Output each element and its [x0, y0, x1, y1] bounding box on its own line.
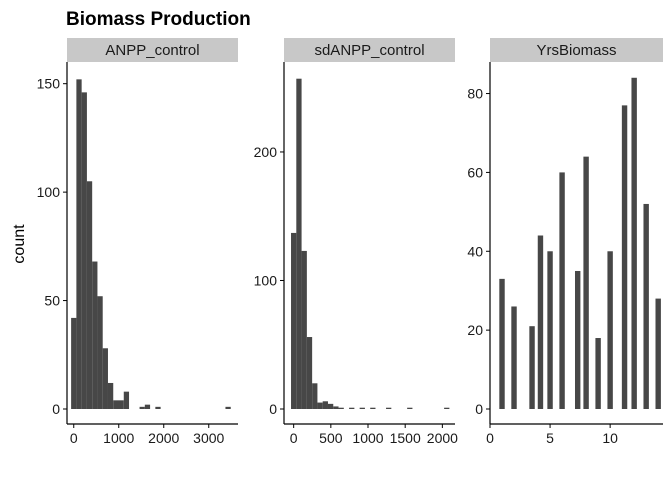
facet-strip [490, 38, 663, 62]
histogram-bar [155, 406, 161, 409]
histogram-bar [144, 404, 151, 409]
histogram-bar [97, 296, 103, 409]
y-tick-label: 0 [269, 401, 277, 417]
x-tick-label: 500 [319, 430, 343, 446]
histogram-bar [499, 278, 505, 409]
histogram-bar [76, 79, 82, 409]
facet-strip-label: YrsBiomass [536, 42, 616, 59]
y-tick-label: 200 [254, 144, 278, 160]
y-tick-label: 60 [467, 164, 483, 180]
histogram-bar [107, 382, 114, 409]
panel-YrsBiomass: YrsBiomass 0 20 40 60 80 0 5 10 [467, 38, 663, 446]
panel-ANPP_control: ANPP_control 0 50 100 150 0 1000 2000 3000 [37, 38, 238, 446]
histogram-bar [306, 337, 313, 409]
x-tick-label: 1000 [352, 430, 383, 446]
histogram-bar [529, 326, 535, 409]
histogram-bar [86, 181, 93, 409]
histogram-bar [631, 77, 637, 409]
x-tick-label: 0 [70, 430, 78, 446]
histogram-bar [291, 232, 297, 409]
x-tick-label: 1500 [390, 430, 421, 446]
histogram-bar [583, 156, 589, 409]
histogram-bar [81, 92, 87, 410]
histogram-bar [296, 78, 302, 410]
histogram-bar [338, 407, 344, 409]
histogram-bar [322, 401, 328, 409]
facet-strip [284, 38, 455, 62]
histogram-bar [607, 251, 613, 409]
histogram-bar [113, 400, 119, 409]
y-tick-label: 100 [37, 184, 61, 200]
x-tick-label: 3000 [193, 430, 224, 446]
histogram-bar [92, 261, 98, 409]
histogram-bar [123, 391, 130, 409]
histogram-bar [621, 105, 628, 409]
histogram-bar [312, 383, 318, 409]
histogram-bar [511, 306, 517, 409]
histogram-bar [327, 403, 334, 409]
x-tick-label: 5 [546, 430, 554, 446]
facet-strip-label: sdANPP_control [314, 42, 424, 59]
y-tick-label: 0 [475, 401, 483, 417]
y-tick-label: 100 [254, 272, 278, 288]
y-tick-label: 20 [467, 322, 483, 338]
x-tick-label: 10 [602, 430, 618, 446]
y-tick-label: 80 [467, 86, 483, 102]
facet-strip-label: ANPP_control [105, 42, 199, 59]
facet-strip [67, 38, 238, 62]
histogram-bar [643, 203, 649, 409]
y-tick-label: 150 [37, 76, 61, 92]
histogram-bar [225, 406, 231, 409]
histogram-bar [537, 235, 544, 409]
y-tick-label: 40 [467, 243, 483, 259]
x-tick-label: 0 [486, 430, 494, 446]
histogram-bar [71, 317, 77, 409]
histogram-bar [333, 406, 339, 409]
figure-title: Biomass Production [66, 9, 251, 30]
histogram-bar [139, 406, 145, 409]
y-tick-label: 0 [52, 401, 60, 417]
y-tick-label: 50 [44, 293, 60, 309]
histogram-bar [102, 348, 108, 409]
histogram-bar [386, 407, 392, 409]
histogram-bar [359, 407, 365, 409]
x-tick-label: 2000 [148, 430, 179, 446]
histogram-bar [370, 407, 376, 409]
x-tick-label: 1000 [103, 430, 134, 446]
histogram-bar [574, 270, 581, 409]
histogram-bar [301, 250, 307, 409]
histogram-bar [349, 407, 355, 409]
y-axis-label: count [11, 224, 28, 264]
histogram-bar [407, 407, 413, 409]
histogram-bar [118, 400, 124, 409]
histogram-bar [595, 338, 601, 409]
x-tick-label: 0 [290, 430, 298, 446]
histogram-bar [317, 402, 323, 409]
histogram-bar [559, 172, 565, 409]
histogram-bar [655, 298, 661, 409]
x-tick-label: 2000 [427, 430, 458, 446]
histogram-bar [547, 251, 553, 409]
histogram-bar [444, 407, 450, 409]
